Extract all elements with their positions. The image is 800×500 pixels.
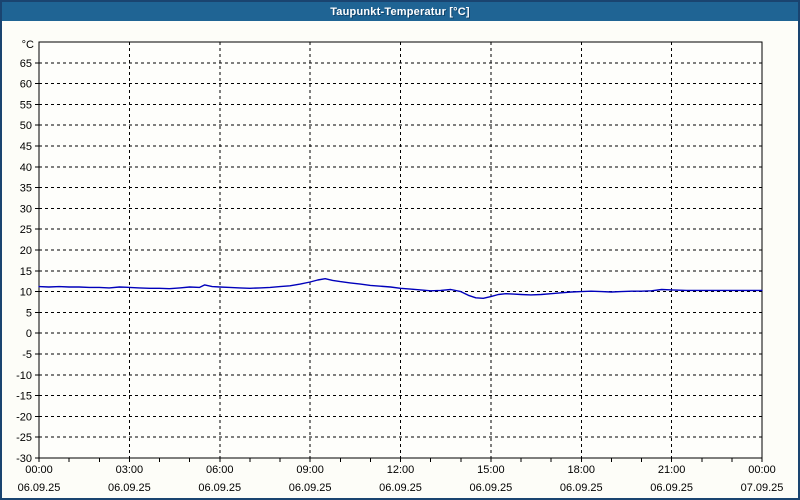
y-tick-label: 50 bbox=[20, 120, 32, 132]
y-axis-unit-label: °C bbox=[22, 39, 34, 51]
x-tick-date-label: 06.09.25 bbox=[560, 482, 603, 494]
y-tick-label: 30 bbox=[20, 203, 32, 215]
window-titlebar: Taupunkt-Temperatur [°C] bbox=[2, 2, 798, 21]
y-tick-label: 35 bbox=[20, 183, 32, 195]
x-tick-date-label: 06.09.25 bbox=[108, 482, 151, 494]
y-tick-label: 65 bbox=[20, 58, 32, 70]
y-tick-label: 20 bbox=[20, 245, 32, 257]
y-tick-label: -10 bbox=[16, 370, 32, 382]
x-tick-time-label: 18:00 bbox=[567, 464, 595, 476]
x-tick-date-label: 06.09.25 bbox=[469, 482, 512, 494]
dewpoint-series-line bbox=[38, 278, 763, 299]
y-tick-label: 10 bbox=[20, 287, 32, 299]
y-tick-label: -20 bbox=[16, 411, 32, 423]
y-tick-label: 0 bbox=[26, 328, 32, 340]
plot-border bbox=[38, 41, 763, 459]
y-tick-label: 55 bbox=[20, 99, 32, 111]
x-tick-date-label: 06.09.25 bbox=[198, 482, 241, 494]
x-tick-time-label: 00:00 bbox=[748, 464, 776, 476]
y-tick-label: -30 bbox=[16, 453, 32, 465]
x-tick-time-label: 06:00 bbox=[206, 464, 234, 476]
window-title: Taupunkt-Temperatur [°C] bbox=[330, 5, 470, 18]
y-tick-label: 15 bbox=[20, 266, 32, 278]
y-tick-label: -15 bbox=[16, 391, 32, 403]
x-tick-time-label: 21:00 bbox=[658, 464, 686, 476]
x-grid-and-labels: 00:00 06.09.25 03:00 06.09.25 06:00 06.09.25 0… bbox=[18, 42, 784, 494]
x-tick-time-label: 03:00 bbox=[116, 464, 144, 476]
x-tick-time-label: 15:00 bbox=[477, 464, 505, 476]
x-tick-time-label: 09:00 bbox=[296, 464, 324, 476]
x-tick-date-label: 06.09.25 bbox=[650, 482, 693, 494]
y-tick-label: 60 bbox=[20, 79, 32, 91]
x-tick-date-label: 06.09.25 bbox=[18, 482, 61, 494]
x-tick-date-label: 07.09.25 bbox=[741, 482, 784, 494]
y-tick-label: -25 bbox=[16, 432, 32, 444]
y-tick-label: -5 bbox=[22, 349, 32, 361]
y-tick-label: 25 bbox=[20, 224, 32, 236]
y-tick-label: 40 bbox=[20, 162, 32, 174]
x-tick-time-label: 00:00 bbox=[25, 464, 53, 476]
x-tick-date-label: 06.09.25 bbox=[379, 482, 422, 494]
x-tick-date-label: 06.09.25 bbox=[289, 482, 332, 494]
y-tick-label: 5 bbox=[26, 307, 32, 319]
y-tick-label: 45 bbox=[20, 141, 32, 153]
x-tick-time-label: 12:00 bbox=[387, 464, 415, 476]
